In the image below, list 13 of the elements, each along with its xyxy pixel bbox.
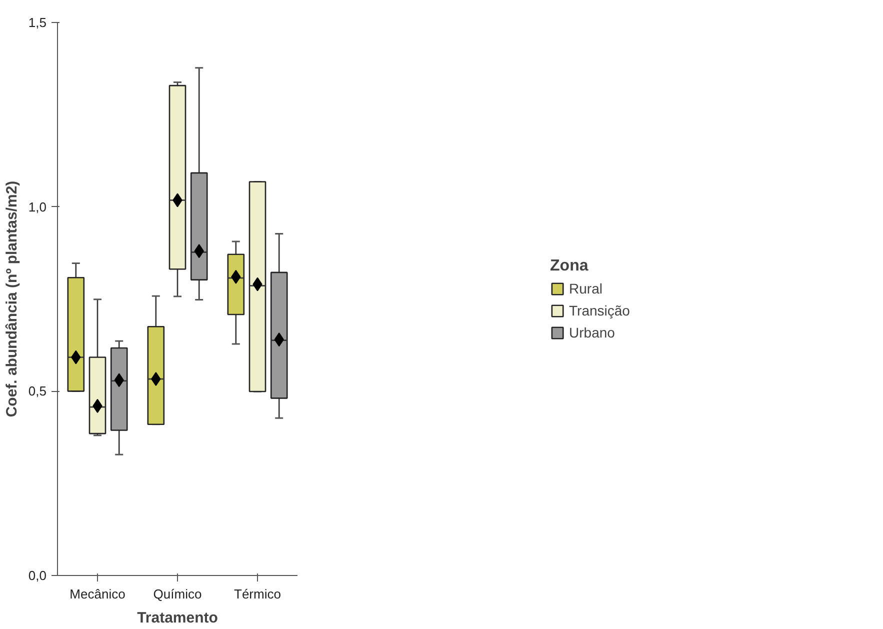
- y-tick-label: 0,5: [28, 384, 47, 399]
- y-axis-title: Coef. abundância (nº plantas/m2): [3, 180, 20, 418]
- x-tick-label: Térmico: [234, 586, 281, 602]
- legend-title: Zona: [550, 257, 590, 275]
- legend-label: Rural: [569, 280, 602, 296]
- y-tick-label: 1,5: [28, 15, 47, 30]
- legend-label: Transição: [569, 302, 630, 318]
- legend-label: Urbano: [569, 324, 615, 340]
- x-tick-label: Mecânico: [70, 586, 126, 602]
- y-tick-label: 1,0: [28, 199, 47, 214]
- y-tick-label: 0,0: [28, 568, 47, 583]
- x-tick-label: Químico: [153, 586, 202, 602]
- x-axis-title: Tratamento: [137, 610, 218, 626]
